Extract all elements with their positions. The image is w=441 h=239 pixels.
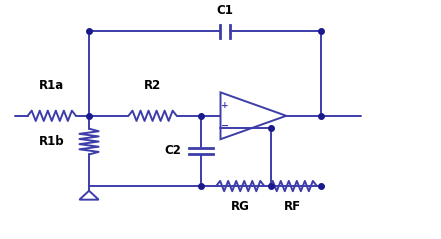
Text: RG: RG [231,200,250,213]
Text: R1b: R1b [39,135,65,148]
Text: C2: C2 [164,144,181,158]
Text: RF: RF [284,200,301,213]
Text: C1: C1 [217,4,233,17]
Text: −: − [221,121,229,131]
Text: R2: R2 [144,79,161,92]
Text: R1a: R1a [39,79,64,92]
Text: +: + [221,101,229,110]
